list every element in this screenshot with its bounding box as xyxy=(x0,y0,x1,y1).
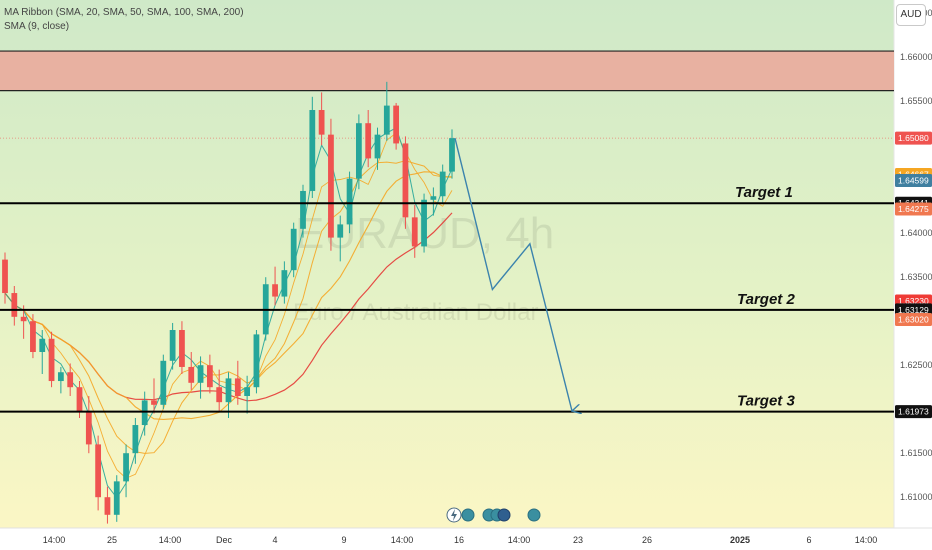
target-label: Target 1 xyxy=(735,184,793,201)
candle-body[interactable] xyxy=(123,453,129,482)
candle-body[interactable] xyxy=(309,110,316,191)
candle-body[interactable] xyxy=(206,365,213,388)
candle-body[interactable] xyxy=(169,330,176,361)
y-tick-label: 1.61000 xyxy=(900,492,932,502)
candle-body[interactable] xyxy=(439,171,446,197)
price-tag xyxy=(895,173,932,187)
candle-body[interactable] xyxy=(85,410,92,445)
candle-body[interactable] xyxy=(179,330,185,367)
target-label: Target 3 xyxy=(737,393,795,410)
x-tick-label: 2025 xyxy=(730,535,750,545)
x-tick-label: 16 xyxy=(454,535,464,545)
price-tag xyxy=(895,131,932,145)
y-tick-label: 1.65500 xyxy=(900,96,932,106)
watermark-name: Euro / Australian Dollar xyxy=(293,299,538,326)
candle-body[interactable] xyxy=(355,123,362,179)
candle-body[interactable] xyxy=(300,190,306,229)
candle-body[interactable] xyxy=(430,196,437,200)
x-tick-label: 14:00 xyxy=(855,535,878,545)
candle-body[interactable] xyxy=(197,365,204,383)
candle-body[interactable] xyxy=(20,316,27,322)
candle-body[interactable] xyxy=(393,105,400,144)
price-tag-label: 1.61973 xyxy=(898,407,929,417)
x-tick-label: 4 xyxy=(272,535,277,545)
candle-body[interactable] xyxy=(57,372,64,382)
resistance-zone xyxy=(0,51,894,91)
price-tag xyxy=(895,202,932,216)
x-tick-label: 14:00 xyxy=(508,535,531,545)
candle-body[interactable] xyxy=(95,444,102,498)
candle-body[interactable] xyxy=(11,293,18,317)
candle-body[interactable] xyxy=(421,199,427,247)
candle-body[interactable] xyxy=(290,228,297,271)
candle-body[interactable] xyxy=(48,338,55,382)
candle-body[interactable] xyxy=(365,123,372,159)
candle-body[interactable] xyxy=(383,105,390,135)
x-tick-label: 9 xyxy=(341,535,346,545)
price-tag-label: 1.63020 xyxy=(898,314,929,324)
indicator-legend: MA Ribbon (SMA, 20, SMA, 50, SMA, 100, S… xyxy=(4,6,244,34)
price-tag-label: 1.63230 xyxy=(898,296,929,306)
event-icons[interactable] xyxy=(446,507,541,523)
x-tick-label: 6 xyxy=(806,535,811,545)
y-tick-label: 1.63500 xyxy=(900,272,932,282)
candle-body[interactable] xyxy=(346,178,353,225)
candle-body[interactable] xyxy=(76,387,83,411)
price-axis-background xyxy=(894,0,932,528)
event-dot-icon[interactable] xyxy=(527,508,541,522)
candle-body[interactable] xyxy=(449,138,455,172)
target-label: Target 2 xyxy=(737,291,795,308)
x-tick-label: 14:00 xyxy=(43,535,66,545)
candle-body[interactable] xyxy=(141,400,148,426)
x-tick-label: 25 xyxy=(107,535,117,545)
candle-body[interactable] xyxy=(318,110,325,135)
legend-sma[interactable]: SMA (9, close) xyxy=(4,21,70,32)
candle-body[interactable] xyxy=(244,387,251,396)
y-tick-label: 1.62500 xyxy=(900,360,932,370)
x-tick-label: Dec xyxy=(216,535,233,545)
candle-body[interactable] xyxy=(216,387,223,403)
price-tag xyxy=(895,405,932,419)
candle-body[interactable] xyxy=(188,366,195,383)
event-dot-icon[interactable] xyxy=(461,508,475,522)
candle-body[interactable] xyxy=(328,134,334,238)
candle-body[interactable] xyxy=(67,372,74,388)
price-tag-label: 1.64599 xyxy=(898,175,929,185)
price-tag-label: 1.64275 xyxy=(898,204,929,214)
candle-body[interactable] xyxy=(402,143,409,218)
candle-body[interactable] xyxy=(272,284,278,297)
price-tag-label: 1.65080 xyxy=(898,133,929,143)
price-tag xyxy=(895,312,932,326)
y-tick-label: 1.66000 xyxy=(900,52,932,62)
y-tick-label: 1.61500 xyxy=(900,448,932,458)
candle-body[interactable] xyxy=(30,321,36,352)
projection-path xyxy=(454,138,572,411)
candle-body[interactable] xyxy=(337,224,344,238)
candle-body[interactable] xyxy=(253,334,260,388)
time-axis-background xyxy=(0,528,932,550)
candle-body[interactable] xyxy=(225,378,232,403)
currency-button[interactable]: AUD xyxy=(896,4,926,26)
legend-ma-ribbon[interactable]: MA Ribbon (SMA, 20, SMA, 50, SMA, 100, S… xyxy=(4,7,244,18)
x-tick-label: 14:00 xyxy=(159,535,182,545)
x-tick-label: 23 xyxy=(573,535,583,545)
flash-glyph-icon xyxy=(451,509,457,521)
candle-body[interactable] xyxy=(374,134,381,159)
candle-body[interactable] xyxy=(2,259,8,294)
candle-body[interactable] xyxy=(113,481,120,515)
x-tick-label: 26 xyxy=(642,535,652,545)
event-flag-icon[interactable] xyxy=(497,508,511,522)
x-tick-label: 14:00 xyxy=(391,535,414,545)
candle-body[interactable] xyxy=(151,400,157,405)
candle-body[interactable] xyxy=(281,270,288,297)
candle-body[interactable] xyxy=(160,360,167,405)
candle-body[interactable] xyxy=(104,497,111,515)
candle-body[interactable] xyxy=(132,425,139,454)
candle-body[interactable] xyxy=(234,378,241,396)
y-tick-label: 1.64000 xyxy=(900,228,932,238)
candle-body[interactable] xyxy=(39,338,46,352)
price-tag-label: 1.63129 xyxy=(898,305,929,315)
candle-body[interactable] xyxy=(411,217,418,247)
